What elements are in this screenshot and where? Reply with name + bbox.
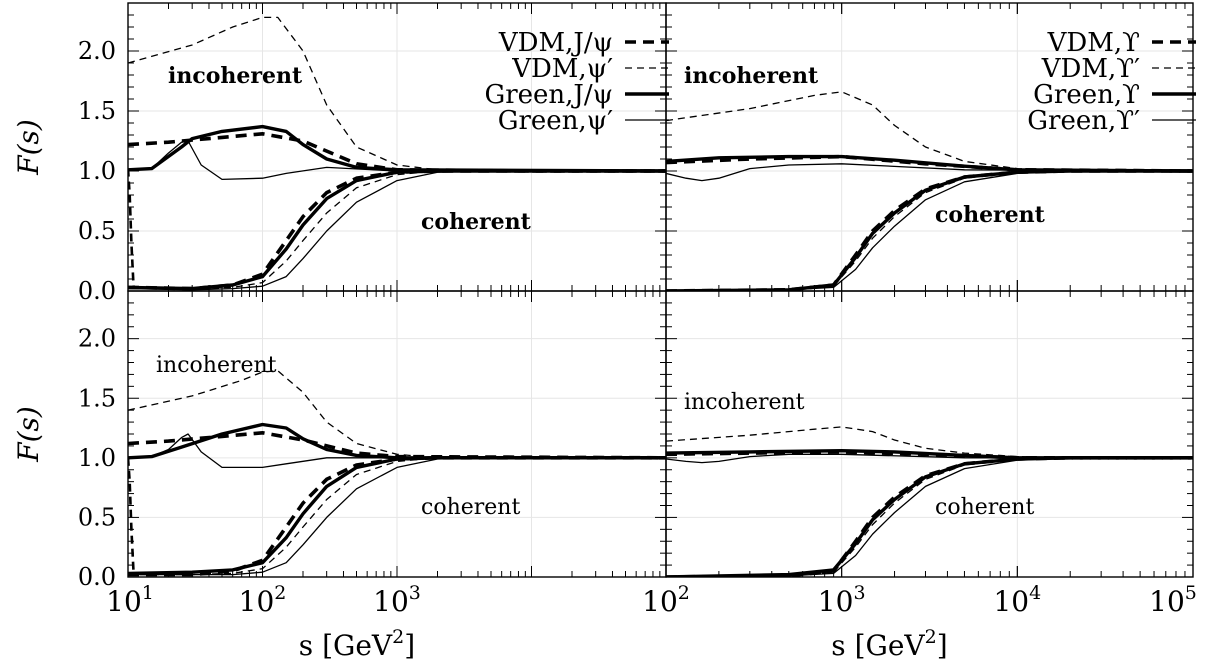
x-tick-label: 103 bbox=[373, 582, 421, 618]
y-tick-label: 2.0 bbox=[78, 37, 116, 65]
y-tick-label: 1.5 bbox=[78, 384, 116, 412]
series-green-coherent bbox=[666, 457, 1193, 577]
series-greenj-incoherent bbox=[128, 422, 666, 460]
x-tick-label: 103 bbox=[818, 582, 866, 618]
series-group bbox=[128, 370, 666, 577]
annotation-coherent: coherent bbox=[935, 202, 1046, 228]
series-greenj-incoherent bbox=[128, 124, 666, 173]
series-threshold-threshold bbox=[128, 168, 135, 288]
y-tick-label: 1.5 bbox=[78, 97, 116, 125]
series-greenj-coherent bbox=[128, 456, 666, 576]
x-axis-label: s [GeV2] bbox=[831, 626, 947, 662]
x-tick-label: 101 bbox=[106, 582, 154, 618]
legend-label: Green,ϒ bbox=[1033, 80, 1140, 110]
annotation-incoherent: incoherent bbox=[168, 63, 303, 89]
annotation-coherent: coherent bbox=[935, 495, 1034, 520]
y-tick-label: 2.0 bbox=[78, 325, 116, 353]
legend-label: VDM,J/ψ bbox=[498, 28, 613, 58]
series-green-coherent bbox=[666, 170, 1193, 291]
x-tick-label: 102 bbox=[239, 582, 287, 618]
series-green-incoherent bbox=[128, 433, 666, 469]
series-green-coherent bbox=[666, 456, 1193, 577]
y-tick-label: 1.0 bbox=[78, 157, 116, 185]
axes-frame bbox=[665, 290, 1194, 578]
y-axis-label: F(s) bbox=[12, 119, 45, 176]
annotation-coherent: coherent bbox=[421, 495, 520, 520]
series-threshold-threshold bbox=[128, 457, 135, 574]
series-greenj-coherent bbox=[128, 169, 666, 291]
x-tick-label: 105 bbox=[1149, 582, 1197, 618]
y-tick-label: 0.5 bbox=[78, 503, 116, 531]
series-green-incoherent bbox=[666, 154, 1193, 173]
panel-bottom-left: 0.0 0.5 1.0 1.5 2.0 F(s) 101 102 103 s [GeV2] inco… bbox=[12, 290, 667, 662]
series-green-incoherent bbox=[666, 453, 1193, 464]
legend-label: VDM,ϒ bbox=[1047, 28, 1141, 58]
series-group bbox=[666, 91, 1193, 291]
y-tick-label: 0.0 bbox=[78, 563, 116, 591]
x-axis-label: s [GeV2] bbox=[299, 626, 415, 662]
series-green-incoherent bbox=[666, 163, 1193, 182]
annotation-incoherent: incoherent bbox=[684, 390, 805, 415]
y-tick-label: 1.0 bbox=[78, 444, 116, 472]
x-tick-label: 104 bbox=[993, 582, 1041, 618]
series-group bbox=[666, 426, 1193, 577]
legend-label: VDM,ψ′ bbox=[511, 54, 613, 84]
annotation-incoherent: incoherent bbox=[684, 63, 819, 89]
legend-label: Green,J/ψ bbox=[484, 80, 613, 110]
legend-label: Green,ϒ′ bbox=[1027, 106, 1140, 136]
panel-top-right: incoherent coherent VDM,ϒVDM,ϒ′Green,ϒGree… bbox=[665, 2, 1196, 292]
legend-label: Green,ψ′ bbox=[498, 106, 613, 136]
y-tick-label: 0.0 bbox=[78, 277, 116, 305]
series-group bbox=[128, 16, 666, 291]
series-green-coherent bbox=[128, 170, 666, 291]
legend-label: VDM,ϒ′ bbox=[1041, 54, 1140, 84]
series-vdm-incoherent bbox=[128, 370, 666, 459]
y-tick-label: 0.5 bbox=[78, 217, 116, 245]
series-green-coherent bbox=[128, 457, 666, 576]
panel-top-left: 0.0 0.5 1.0 1.5 2.0 F(s) incoherent coherent VDM… bbox=[12, 2, 669, 305]
annotation-incoherent: incoherent bbox=[156, 353, 277, 378]
series-green-coherent bbox=[666, 169, 1193, 291]
series-green-incoherent bbox=[128, 140, 666, 181]
annotation-coherent: coherent bbox=[421, 209, 532, 235]
x-tick-label: 102 bbox=[642, 582, 690, 618]
series-vdm-incoherent bbox=[128, 16, 666, 172]
y-axis-label: F(s) bbox=[12, 406, 45, 463]
panel-bottom-right: 102 103 104 105 s [GeV2] incoherent coherent bbox=[642, 290, 1197, 662]
series-vdm-incoherent bbox=[666, 91, 1193, 172]
